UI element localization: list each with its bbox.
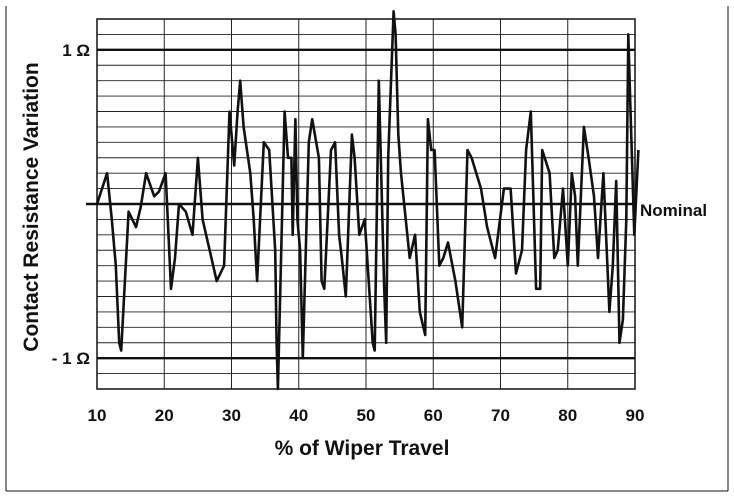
x-axis-title: % of Wiper Travel (275, 437, 450, 460)
x-tick-labels: 10 20 30 40 50 60 70 80 90 (88, 406, 645, 425)
x-tick-label: 70 (491, 406, 510, 425)
y-tick-label: 1 Ω (62, 41, 90, 60)
x-tick-label: 60 (424, 406, 443, 425)
y-tick-labels: 1 Ω - 1 Ω (52, 41, 90, 368)
x-tick-label: 10 (88, 406, 107, 425)
x-tick-label: 80 (558, 406, 577, 425)
x-tick-label: 50 (357, 406, 376, 425)
x-tick-label: 20 (155, 406, 174, 425)
reference-lines (86, 48, 635, 360)
x-tick-label: 40 (289, 406, 308, 425)
series-line (95, 10, 640, 391)
x-tick-label: 30 (222, 406, 241, 425)
nominal-label: Nominal (640, 201, 707, 220)
y-tick-label: - 1 Ω (52, 349, 90, 368)
x-tick-label: 90 (626, 406, 645, 425)
y-axis-title: Contact Resistance Variation (20, 62, 43, 351)
